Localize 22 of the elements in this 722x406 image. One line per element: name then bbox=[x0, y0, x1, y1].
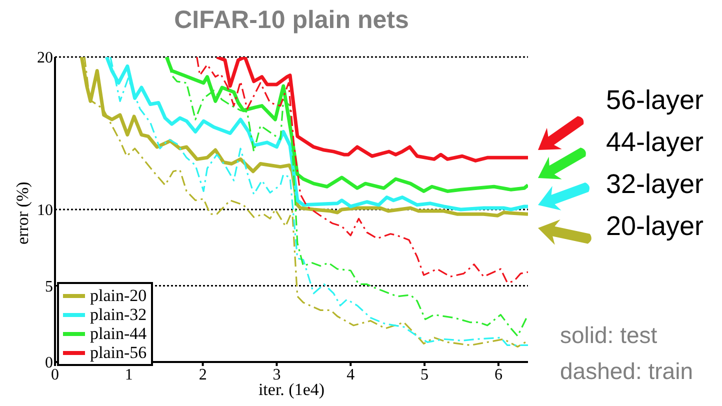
legend-label: plain-20 bbox=[90, 286, 147, 305]
text: 44-layer bbox=[606, 127, 704, 158]
x-tick-label: 2 bbox=[198, 366, 207, 384]
text: 56-layer bbox=[606, 85, 704, 116]
x-tick-label: 1 bbox=[124, 366, 133, 384]
y-tick-label: 5 bbox=[45, 278, 53, 296]
text: solid: test bbox=[560, 322, 658, 349]
legend-label: plain-32 bbox=[90, 305, 147, 324]
y-tick-label: 0 bbox=[45, 354, 53, 372]
text: 32-layer bbox=[606, 169, 704, 200]
chart-title: CIFAR-10 plain nets bbox=[173, 6, 410, 35]
y-axis-title: error (%) bbox=[13, 182, 32, 244]
line-series bbox=[196, 57, 528, 284]
legend-label: plain-44 bbox=[90, 324, 147, 343]
x-tick-label: 5 bbox=[420, 366, 429, 384]
x-tick-label: 4 bbox=[346, 366, 355, 384]
legend-label: plain-56 bbox=[90, 343, 147, 362]
text: dashed: train bbox=[560, 358, 693, 385]
y-tick-label: 10 bbox=[37, 202, 53, 220]
x-tick-label: 6 bbox=[494, 366, 502, 384]
text: 20-layer bbox=[606, 211, 704, 242]
y-tick-label: 20 bbox=[37, 50, 53, 67]
